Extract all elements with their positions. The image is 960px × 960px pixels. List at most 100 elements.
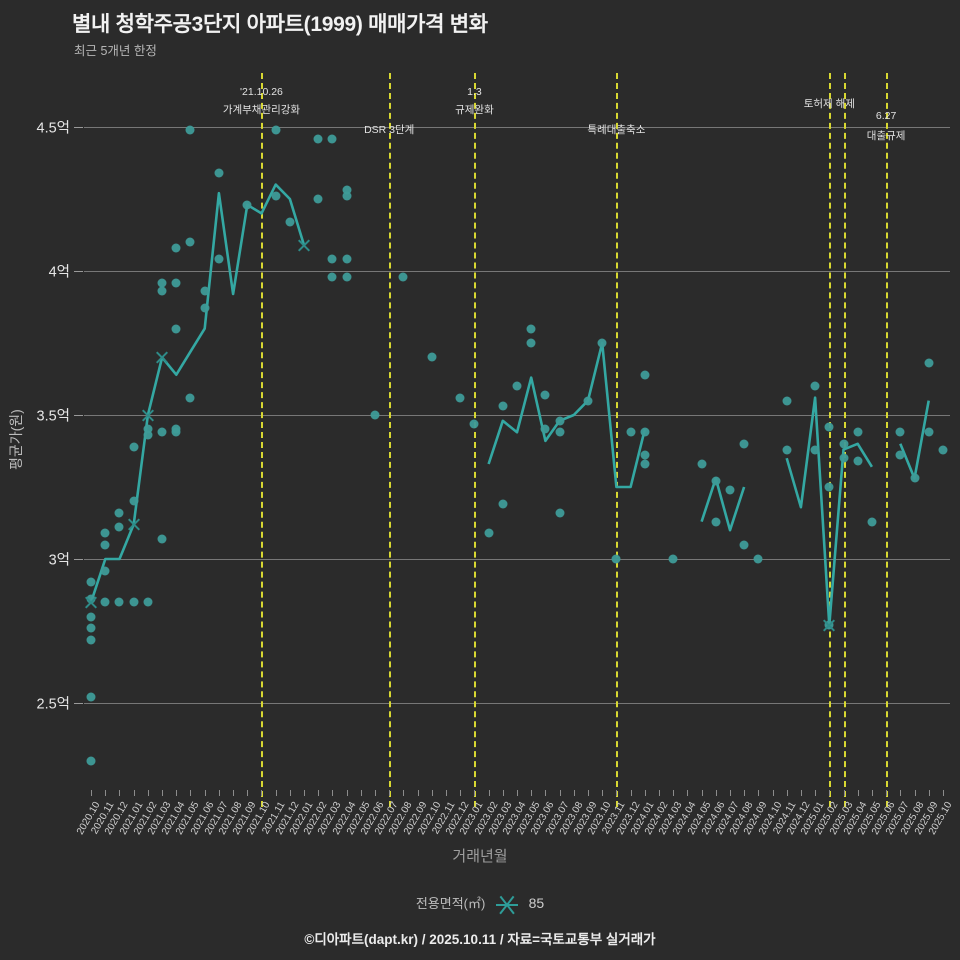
data-point[interactable]	[498, 401, 508, 411]
mean-x-marker[interactable]	[126, 517, 141, 532]
data-point[interactable]	[640, 427, 650, 437]
data-point[interactable]	[640, 370, 650, 380]
data-point[interactable]	[100, 597, 110, 607]
data-point[interactable]	[143, 430, 153, 440]
data-point[interactable]	[157, 278, 167, 288]
data-point[interactable]	[611, 554, 621, 564]
data-point[interactable]	[129, 442, 139, 452]
mean-x-marker[interactable]	[140, 408, 155, 423]
data-point[interactable]	[100, 528, 110, 538]
data-point[interactable]	[711, 517, 721, 527]
data-point[interactable]	[342, 191, 352, 201]
data-point[interactable]	[200, 303, 210, 313]
data-point[interactable]	[271, 125, 281, 135]
data-point[interactable]	[86, 756, 96, 766]
data-point[interactable]	[555, 427, 565, 437]
data-point[interactable]	[824, 422, 834, 432]
data-point[interactable]	[171, 324, 181, 334]
data-point[interactable]	[938, 445, 948, 455]
data-point[interactable]	[484, 528, 494, 538]
data-point[interactable]	[782, 445, 792, 455]
mean-x-marker[interactable]	[297, 238, 312, 253]
data-point[interactable]	[114, 508, 124, 518]
data-point[interactable]	[583, 396, 593, 406]
data-point[interactable]	[342, 272, 352, 282]
data-point[interactable]	[342, 254, 352, 264]
data-point[interactable]	[910, 473, 919, 483]
data-point[interactable]	[285, 217, 295, 227]
data-point[interactable]	[469, 419, 479, 429]
data-point[interactable]	[143, 597, 153, 607]
data-point[interactable]	[555, 508, 565, 518]
data-point[interactable]	[157, 286, 167, 296]
data-point[interactable]	[810, 381, 820, 391]
data-point[interactable]	[540, 390, 550, 400]
data-point[interactable]	[597, 338, 607, 348]
data-point[interactable]	[143, 424, 153, 434]
data-point[interactable]	[540, 424, 550, 434]
data-point[interactable]	[86, 635, 96, 645]
data-point[interactable]	[185, 125, 195, 135]
data-point[interactable]	[640, 450, 650, 460]
mean-x-marker[interactable]	[155, 350, 170, 365]
data-point[interactable]	[697, 459, 707, 469]
data-point[interactable]	[185, 237, 195, 247]
data-point[interactable]	[86, 612, 96, 622]
data-point[interactable]	[824, 482, 834, 492]
data-point[interactable]	[100, 540, 110, 550]
data-point[interactable]	[157, 427, 167, 437]
data-point[interactable]	[526, 324, 536, 334]
data-point[interactable]	[327, 254, 337, 264]
data-point[interactable]	[313, 134, 323, 144]
data-point[interactable]	[810, 445, 820, 455]
data-point[interactable]	[114, 597, 124, 607]
data-point[interactable]	[725, 485, 735, 495]
data-point[interactable]	[853, 456, 863, 466]
data-point[interactable]	[782, 396, 792, 406]
data-point[interactable]	[512, 381, 522, 391]
data-point[interactable]	[171, 427, 181, 437]
data-point[interactable]	[668, 554, 678, 564]
data-point[interactable]	[839, 439, 849, 449]
data-point[interactable]	[895, 427, 905, 437]
mean-x-marker[interactable]	[84, 595, 99, 610]
data-point[interactable]	[200, 286, 210, 296]
data-point[interactable]	[214, 254, 224, 264]
data-point[interactable]	[398, 272, 408, 282]
data-point[interactable]	[427, 352, 437, 362]
data-point[interactable]	[86, 577, 96, 587]
data-point[interactable]	[739, 540, 749, 550]
data-point[interactable]	[753, 554, 763, 564]
data-point[interactable]	[214, 168, 224, 178]
data-point[interactable]	[157, 534, 167, 544]
data-point[interactable]	[711, 476, 721, 486]
data-point[interactable]	[100, 566, 110, 576]
data-point[interactable]	[129, 496, 139, 506]
data-point[interactable]	[867, 517, 877, 527]
data-point[interactable]	[526, 338, 536, 348]
data-point[interactable]	[626, 427, 636, 437]
data-point[interactable]	[242, 200, 252, 210]
mean-x-marker[interactable]	[822, 618, 837, 633]
data-point[interactable]	[853, 427, 863, 437]
data-point[interactable]	[185, 393, 195, 403]
data-point[interactable]	[171, 243, 181, 253]
data-point[interactable]	[271, 191, 281, 201]
data-point[interactable]	[455, 393, 465, 403]
data-point[interactable]	[129, 597, 139, 607]
data-point[interactable]	[924, 358, 934, 368]
data-point[interactable]	[895, 450, 905, 460]
data-point[interactable]	[327, 272, 337, 282]
data-point[interactable]	[114, 522, 124, 532]
data-point[interactable]	[640, 459, 650, 469]
data-point[interactable]	[498, 499, 508, 509]
data-point[interactable]	[327, 134, 337, 144]
data-point[interactable]	[342, 185, 352, 195]
data-point[interactable]	[86, 623, 96, 633]
data-point[interactable]	[555, 416, 565, 426]
data-point[interactable]	[171, 278, 181, 288]
data-point[interactable]	[739, 439, 749, 449]
data-point[interactable]	[370, 410, 380, 420]
data-point[interactable]	[839, 453, 849, 463]
data-point[interactable]	[86, 692, 96, 702]
